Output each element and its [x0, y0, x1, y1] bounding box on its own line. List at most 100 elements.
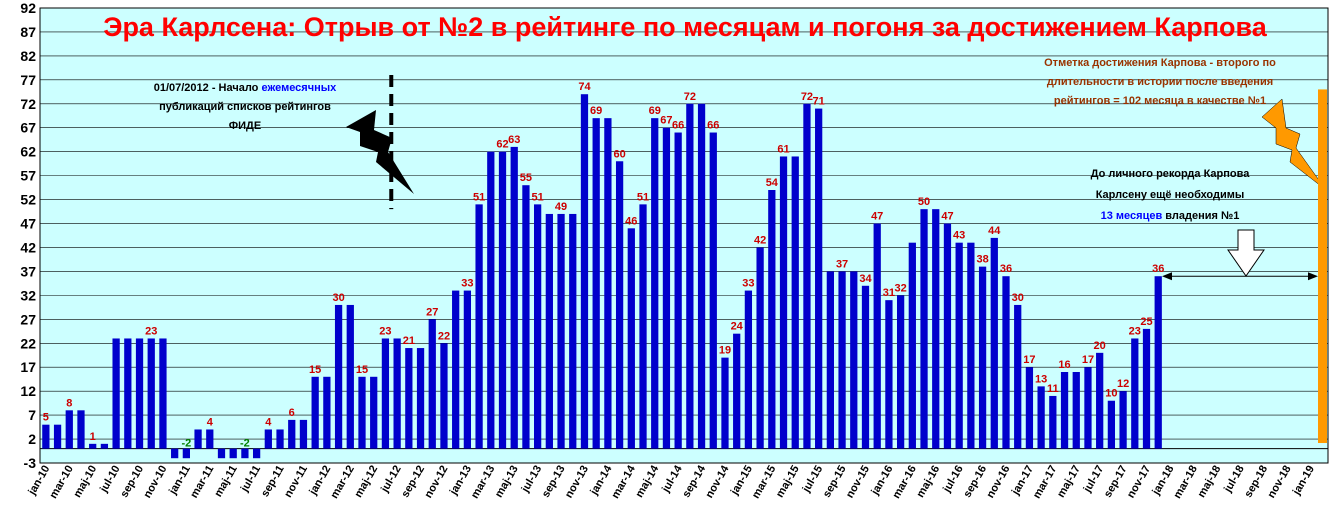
bar	[159, 338, 167, 449]
bar	[978, 266, 987, 449]
record-annotation: До личного рекорда Карпова Карлсену ещё …	[1060, 164, 1280, 227]
bar	[463, 290, 472, 449]
data-label: 74	[578, 81, 591, 93]
data-label: 4	[265, 416, 272, 428]
bar	[674, 132, 682, 449]
bar	[42, 424, 50, 449]
bar	[662, 127, 671, 449]
data-label: 15	[309, 364, 321, 376]
bar	[498, 151, 507, 449]
bar	[89, 443, 97, 449]
data-label: 63	[508, 134, 520, 146]
data-label: 6	[289, 407, 295, 419]
x-tick-label: nov-17	[1125, 464, 1153, 501]
data-label: 30	[1012, 292, 1024, 304]
y-tick-label: 7	[28, 407, 36, 423]
bar	[1084, 367, 1092, 449]
x-tick-label: maj-14	[634, 463, 662, 500]
bar	[651, 118, 659, 449]
data-label: 13	[1035, 373, 1047, 385]
bar	[100, 443, 109, 449]
bar	[557, 213, 565, 449]
bar	[112, 338, 120, 449]
bar	[229, 448, 237, 459]
data-label: 61	[777, 143, 789, 155]
x-tick-label: mar-11	[188, 464, 216, 501]
x-tick-label: maj-15	[774, 464, 802, 500]
data-label: 49	[555, 201, 567, 213]
karpov-annotation: Отметка достижения Карпова - второго по …	[1010, 54, 1310, 111]
data-label: 10	[1105, 388, 1117, 400]
bar	[334, 304, 343, 449]
data-label: 33	[461, 278, 473, 290]
bar	[276, 429, 284, 449]
data-label: 31	[883, 287, 895, 299]
data-label: 71	[813, 96, 825, 108]
bar	[182, 448, 190, 459]
x-tick-label: jan-19	[1290, 464, 1317, 498]
bar	[1014, 304, 1022, 449]
data-label: 12	[1117, 378, 1129, 390]
y-tick-label: 12	[20, 383, 36, 399]
x-tick-label: nov-11	[282, 464, 310, 500]
data-label: 72	[801, 91, 813, 103]
x-tick-label: jul-13	[519, 464, 544, 496]
bar	[990, 237, 998, 449]
bar	[393, 338, 401, 449]
fide-note-line2: публикаций списков рейтингов	[159, 101, 331, 113]
x-axis-ticks: jan-10mar-10maj-10jul-10sep-10nov-10jan-…	[26, 463, 1317, 501]
data-label: 36	[1152, 263, 1164, 275]
data-label: 32	[894, 282, 906, 294]
bar	[604, 118, 612, 449]
data-label: 69	[590, 105, 602, 117]
fide-annotation: 01/07/2012 - Начало ежемесячных публикац…	[120, 79, 370, 136]
x-tick-label: jul-16	[941, 464, 966, 496]
y-tick-label: -3	[24, 455, 37, 471]
bar	[1131, 338, 1139, 449]
data-label: 1	[90, 431, 96, 443]
bar	[135, 338, 144, 449]
bar	[358, 376, 366, 449]
bar	[311, 376, 319, 449]
data-label: 43	[953, 230, 965, 242]
x-tick-label: nov-16	[984, 464, 1012, 501]
bar	[252, 448, 261, 459]
bar	[580, 94, 589, 449]
bar	[955, 242, 963, 449]
y-tick-label: 82	[20, 48, 36, 64]
bar	[803, 103, 811, 449]
data-label: 4	[207, 416, 214, 428]
data-label: 21	[403, 335, 415, 347]
y-tick-label: 17	[20, 359, 36, 375]
data-label: 22	[438, 330, 450, 342]
bar	[299, 419, 308, 449]
x-tick-label: maj-12	[352, 464, 380, 500]
x-tick-label: jul-12	[378, 464, 403, 496]
record-note-line3: владения №1	[1162, 210, 1240, 222]
chart-title: Эра Карлсена: Отрыв от №2 в рейтинге по …	[103, 12, 1267, 42]
down-arrow-icon	[1227, 229, 1265, 277]
bar	[1060, 372, 1069, 449]
data-label: 44	[988, 225, 1001, 237]
bar	[733, 333, 741, 449]
data-label: 51	[532, 191, 544, 203]
karpov-note-line3: рейтингов = 102 месяца в качестве №1	[1053, 95, 1267, 107]
y-tick-label: 62	[20, 144, 36, 160]
bar	[592, 118, 600, 449]
x-tick-label: maj-13	[493, 464, 521, 500]
data-label: 51	[637, 191, 649, 203]
bar	[1072, 372, 1080, 449]
bar	[1049, 395, 1057, 449]
data-label: 16	[1058, 359, 1070, 371]
x-tick-label: jul-15	[800, 464, 825, 496]
data-label: 72	[684, 91, 696, 103]
bar	[826, 271, 834, 449]
data-label: 46	[625, 215, 637, 227]
decorations	[346, 75, 1327, 443]
bar	[288, 419, 296, 449]
bar	[545, 213, 553, 449]
bar	[861, 285, 870, 449]
bar	[885, 300, 893, 449]
bar	[1096, 352, 1104, 449]
bar	[241, 448, 249, 459]
